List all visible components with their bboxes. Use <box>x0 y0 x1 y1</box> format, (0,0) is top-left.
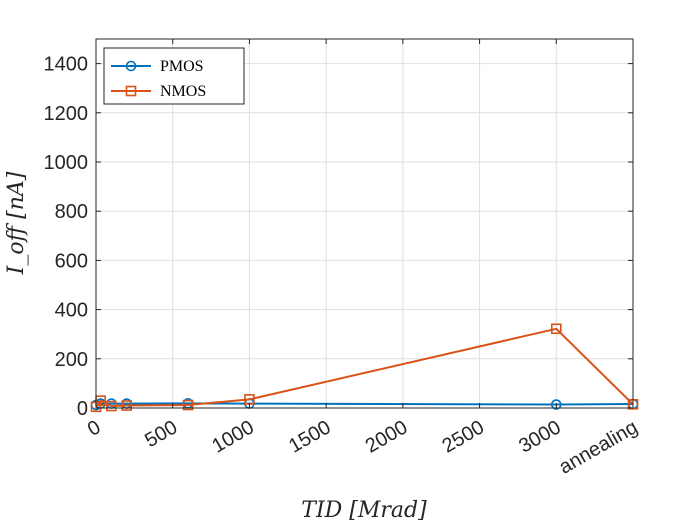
x-tick-label: 1000 <box>208 416 258 457</box>
data-point-pmos <box>550 399 562 410</box>
y-axis-ticks: 0 200 400 600 800 1000 1200 1400 <box>44 54 633 420</box>
x-tick-label: 0 <box>84 416 105 441</box>
y-tick-label: 800 <box>55 201 88 223</box>
series-layer <box>90 323 639 413</box>
y-tick-label: 0 <box>77 398 88 420</box>
y-tick-label: 600 <box>55 250 88 272</box>
legend-box <box>103 47 245 105</box>
data-point-nmos <box>550 323 562 335</box>
legend-marker-pmos <box>125 60 137 72</box>
y-tick-label: 200 <box>55 349 88 371</box>
y-tick-label: 400 <box>55 300 88 322</box>
data-point-nmos <box>182 399 194 411</box>
x-tick-label: 1500 <box>285 416 335 457</box>
y-tick-label: 1200 <box>44 103 89 125</box>
legend-marker-nmos <box>125 85 137 97</box>
x-tick-label: 3000 <box>515 416 565 457</box>
series-line-pmos <box>95 402 634 407</box>
y-axis-label: I_off [nA] <box>4 171 29 275</box>
plot-frame <box>95 38 634 409</box>
legend: PMOS NMOS <box>103 47 245 105</box>
x-tick-label: 2500 <box>439 416 489 457</box>
x-axis-label: TID [Mrad] <box>301 498 427 523</box>
x-tick-label: 2000 <box>362 416 412 457</box>
series-line-nmos <box>95 327 634 408</box>
y-tick-label: 1400 <box>44 54 89 76</box>
legend-label-pmos: PMOS <box>160 58 204 75</box>
x-tick-label: 500 <box>141 416 181 452</box>
legend-label-nmos: NMOS <box>160 83 206 100</box>
x-tick-label: annealing <box>555 416 641 478</box>
data-point-nmos <box>106 400 117 412</box>
y-tick-label: 1000 <box>44 152 89 174</box>
data-point-nmos <box>121 400 132 411</box>
